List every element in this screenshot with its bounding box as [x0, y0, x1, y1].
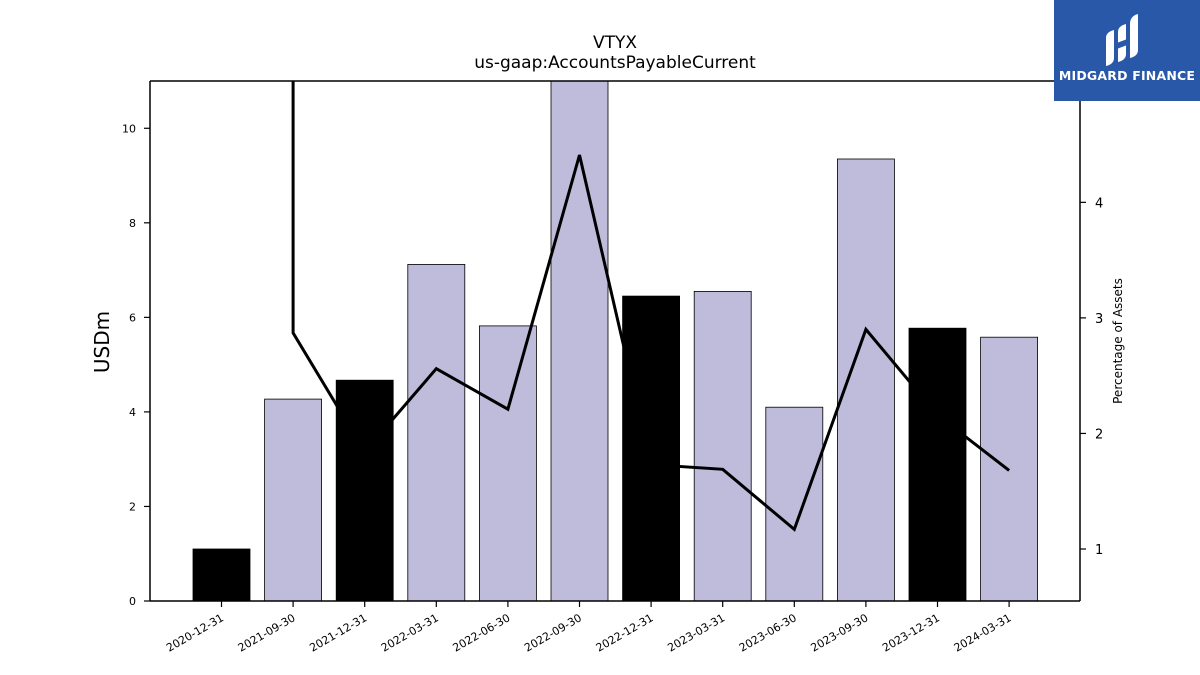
bar-2022-09-30 [550, 80, 609, 602]
bar-2023-03-31 [693, 290, 752, 602]
bar-2021-12-31 [335, 379, 394, 602]
y2-tick-label: 1 [1095, 543, 1103, 558]
bar-2021-09-30 [264, 398, 323, 602]
bar-2022-03-31 [407, 263, 466, 602]
x-tick-label: 2022-06-30 [451, 611, 513, 654]
midgard-logo-icon [1106, 14, 1138, 66]
x-tick-label: 2021-12-31 [307, 611, 369, 654]
bar-2023-09-30 [837, 158, 895, 602]
y-tick-label: 8 [129, 217, 136, 230]
y2-axis-label: Percentage of Assets [1111, 278, 1125, 404]
y-axis-label: USDm [90, 311, 114, 373]
bar-2022-12-31 [622, 295, 680, 602]
x-tick-label: 2023-12-31 [880, 611, 942, 654]
percentage-of-assets-line [291, 81, 1011, 532]
bar-2023-06-30 [765, 406, 824, 602]
x-tick-label: 2023-09-30 [809, 611, 871, 654]
x-tick-label: 2020-12-31 [164, 611, 226, 654]
x-tick-label: 2022-03-31 [379, 611, 441, 654]
x-tick-label: 2023-03-31 [665, 611, 727, 654]
chart-title: VTYX [593, 33, 637, 53]
x-tick-label: 2021-09-30 [236, 611, 298, 654]
y-tick-label: 6 [129, 311, 136, 324]
bar-2020-12-31 [192, 548, 251, 602]
chart-subtitle: us-gaap:AccountsPayableCurrent [474, 53, 756, 73]
x-tick-label: 2022-12-31 [594, 611, 656, 654]
y-tick-label: 4 [129, 406, 136, 419]
y2-tick-label: 4 [1095, 196, 1103, 211]
y-tick-label: 10 [122, 122, 136, 135]
y2-tick-label: 2 [1095, 427, 1103, 442]
y-tick-label: 0 [129, 595, 136, 608]
bar-2023-12-31 [908, 327, 967, 602]
x-tick-label: 2024-03-31 [952, 611, 1014, 654]
y2-tick-label: 3 [1095, 312, 1103, 327]
bar-2022-06-30 [478, 325, 537, 602]
logo-text: MIDGARD FINANCE [1058, 68, 1196, 83]
midgard-finance-logo: MIDGARD FINANCE [1054, 0, 1200, 101]
x-tick-label: 2022-09-30 [522, 611, 584, 654]
x-tick-label: 2023-06-30 [737, 611, 799, 654]
y-tick-label: 2 [129, 500, 136, 513]
